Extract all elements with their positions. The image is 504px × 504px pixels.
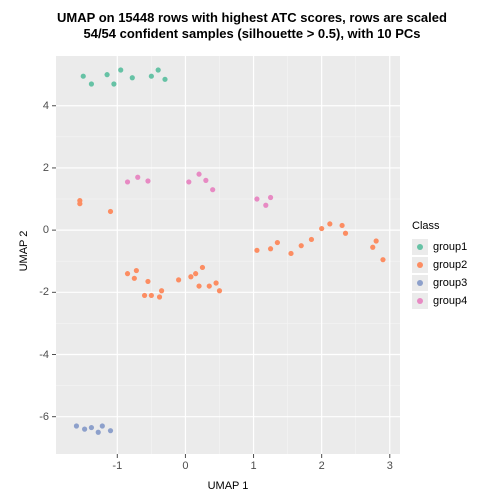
legend-title: Class bbox=[412, 220, 467, 232]
x-tick-label: 0 bbox=[182, 460, 188, 472]
x-tick-label: 2 bbox=[319, 460, 325, 472]
legend-item: group4 bbox=[412, 292, 467, 310]
legend-key bbox=[412, 275, 428, 291]
legend-label: group4 bbox=[433, 295, 467, 307]
legend-item: group1 bbox=[412, 238, 467, 256]
legend-label: group2 bbox=[433, 259, 467, 271]
y-tick-label: -6 bbox=[39, 411, 49, 423]
legend-item: group3 bbox=[412, 274, 467, 292]
y-axis-title: UMAP 2 bbox=[18, 221, 30, 281]
legend-items: group1 group2 group3 group4 bbox=[412, 238, 467, 310]
legend-label: group1 bbox=[433, 241, 467, 253]
legend: Class group1 group2 group3 group4 bbox=[412, 220, 467, 310]
x-tick-label: -1 bbox=[112, 460, 122, 472]
y-tick-label: 2 bbox=[43, 162, 49, 174]
x-tick-label: 1 bbox=[250, 460, 256, 472]
y-tick-label: -2 bbox=[39, 286, 49, 298]
umap-scatter-chart: UMAP on 15448 rows with highest ATC scor… bbox=[0, 0, 504, 504]
legend-label: group3 bbox=[433, 277, 467, 289]
y-tick-label: 0 bbox=[43, 224, 49, 236]
legend-dot-icon bbox=[417, 298, 423, 304]
legend-item: group2 bbox=[412, 256, 467, 274]
y-tick-label: -4 bbox=[39, 349, 49, 361]
legend-key bbox=[412, 239, 428, 255]
legend-dot-icon bbox=[417, 244, 423, 250]
x-tick-label: 3 bbox=[387, 460, 393, 472]
legend-key bbox=[412, 293, 428, 309]
x-axis-title: UMAP 1 bbox=[56, 480, 400, 492]
legend-dot-icon bbox=[417, 262, 423, 268]
legend-key bbox=[412, 257, 428, 273]
y-tick-label: 4 bbox=[43, 100, 49, 112]
legend-dot-icon bbox=[417, 280, 423, 286]
